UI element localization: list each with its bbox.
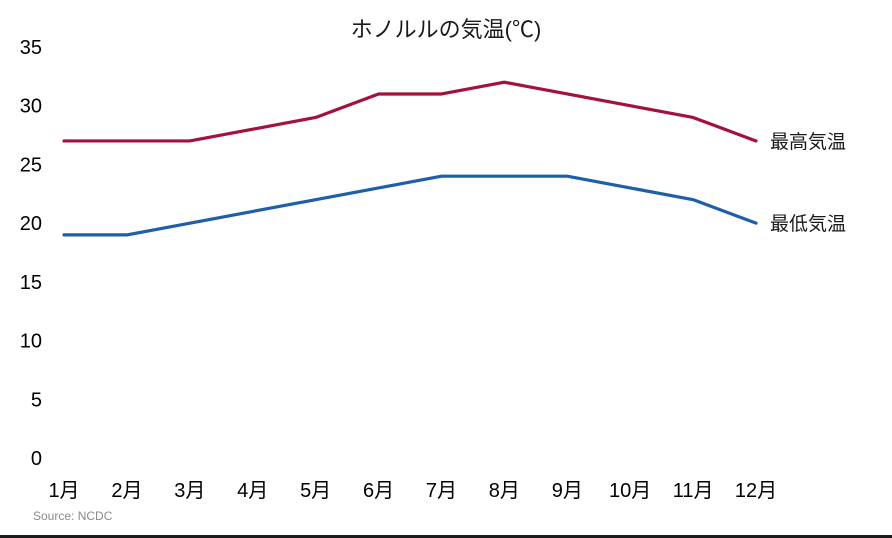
x-axis-labels: 1月 2月 3月 4月 5月 6月 7月 8月 9月 10月 11月 12月 (48, 480, 777, 502)
x-tick-label: 10月 (609, 480, 651, 502)
y-tick-label: 15 (20, 272, 42, 294)
x-tick-label: 1月 (48, 480, 79, 502)
series-line (62, 80, 758, 143)
series-line (62, 174, 758, 237)
x-tick-label: 11月 (673, 480, 714, 502)
x-tick-label: 8月 (489, 480, 520, 502)
source-text: Source: NCDC (33, 509, 113, 523)
series-end-label: 最高気温 (770, 131, 846, 153)
y-tick-label: 35 (20, 37, 42, 59)
chart-title: ホノルルの気温(℃) (351, 17, 542, 42)
x-tick-label: 7月 (426, 480, 457, 502)
y-tick-label: 10 (20, 331, 42, 353)
series-lines (62, 80, 758, 237)
x-tick-label: 2月 (111, 480, 142, 502)
y-axis-labels: 0 5 10 15 20 25 30 35 (20, 37, 42, 470)
x-tick-label: 6月 (363, 480, 394, 502)
x-tick-label: 12月 (735, 480, 777, 502)
y-tick-label: 25 (20, 154, 42, 176)
y-tick-label: 20 (20, 213, 42, 235)
x-tick-label: 5月 (300, 480, 331, 502)
y-tick-label: 5 (31, 389, 42, 411)
x-tick-label: 9月 (552, 480, 583, 502)
y-tick-label: 30 (20, 96, 42, 118)
x-tick-label: 4月 (237, 480, 268, 502)
series-end-label: 最低気温 (770, 213, 846, 235)
bottom-border (0, 535, 892, 538)
x-tick-label: 3月 (174, 480, 205, 502)
y-tick-label: 0 (31, 448, 42, 470)
